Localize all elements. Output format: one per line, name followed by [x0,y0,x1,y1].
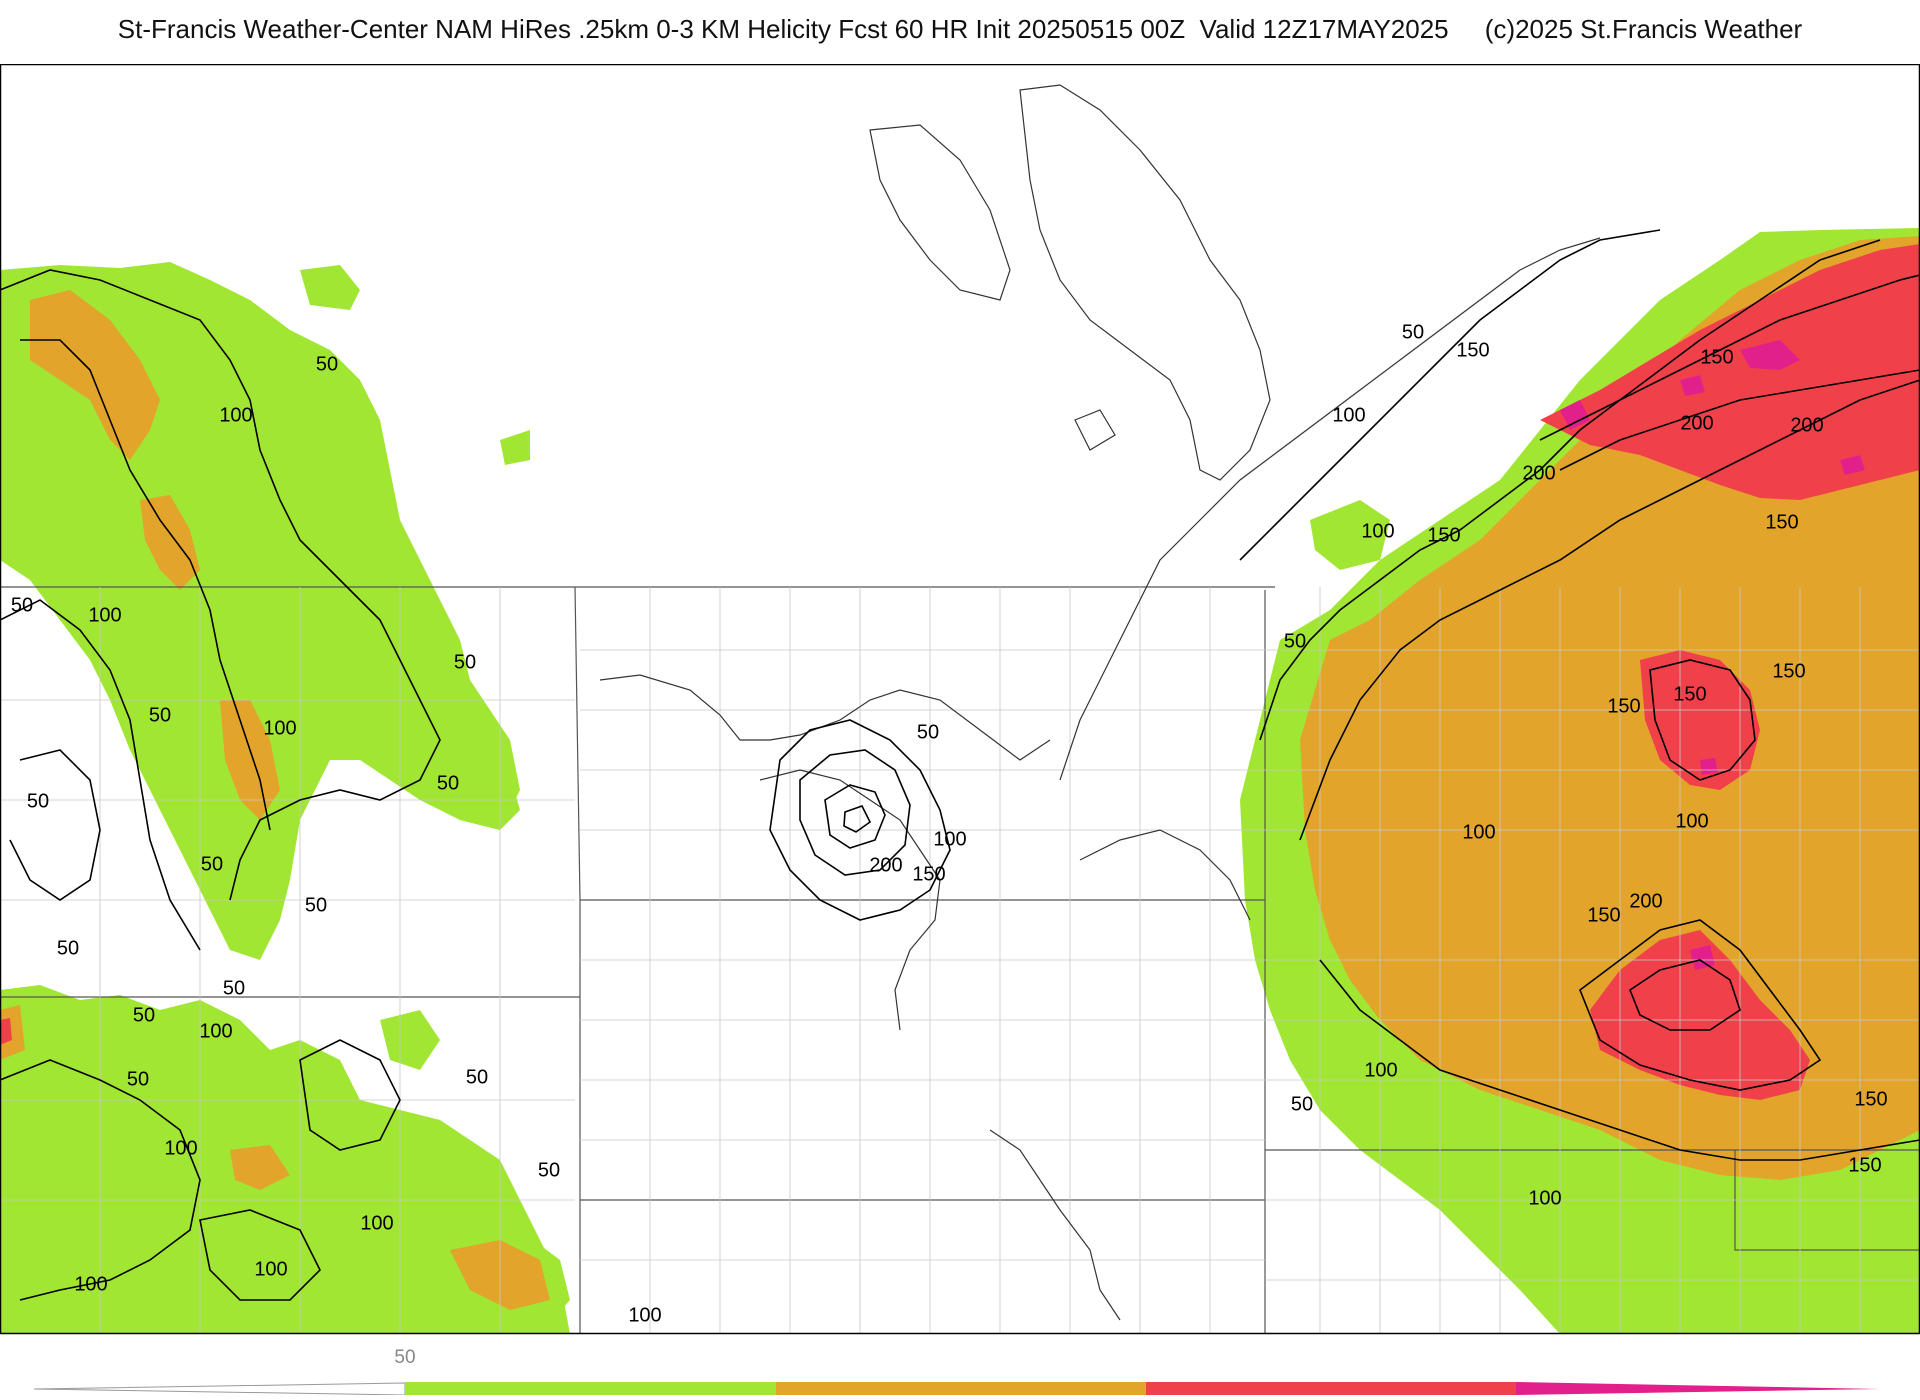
contour-label: 50 [11,594,33,616]
contour-label: 50 [305,894,327,916]
contour-label: 100 [88,604,121,626]
contour-label: 100 [628,1304,661,1326]
legend-label-50: 50 [394,1347,415,1368]
contour-label: 150 [1427,524,1460,546]
legend-bin-100-150 [776,1382,1146,1395]
contour-label: 150 [1700,346,1733,368]
contour-label: 150 [1765,511,1798,533]
contour-label: 150 [1772,660,1805,682]
color-legend: 50 [33,1347,1880,1395]
contour-label: 50 [201,853,223,875]
contour-label: 150 [1848,1154,1881,1176]
contour-label: 50 [917,721,939,743]
contour-label: 100 [360,1212,393,1234]
contour-labels: 50 100 50 100 50 50 100 50 50 50 50 50 5… [11,321,1888,1326]
contour-label: 50 [133,1004,155,1026]
contour-label: 50 [27,790,49,812]
contour-label: 100 [1528,1187,1561,1209]
contour-label: 150 [1673,683,1706,705]
contour-label: 150 [1607,695,1640,717]
contour-label: 100 [199,1020,232,1042]
contour-label: 50 [466,1066,488,1088]
contour-label: 50 [223,977,245,999]
contour-label: 50 [57,937,79,959]
legend-bin-200-plus [1516,1382,1880,1395]
contour-label: 100 [1462,821,1495,843]
helicity-contours [0,229,1920,1301]
contour-label: 100 [1361,520,1394,542]
contour-label: 100 [219,404,252,426]
legend-bin-50-100 [405,1382,776,1395]
contour-label: 100 [933,828,966,850]
contour-label: 100 [1675,810,1708,832]
helicity-map: 50 100 50 100 50 50 100 50 50 50 50 50 5… [0,64,1920,1335]
contour-label: 200 [1790,414,1823,436]
county-grid [0,587,1920,1334]
contour-label: 100 [74,1273,107,1295]
contour-label: 200 [1522,462,1555,484]
contour-label: 200 [1629,890,1662,912]
contour-label: 50 [1284,630,1306,652]
east-helicity-200-shading [1560,340,1865,970]
contour-label: 200 [1680,412,1713,434]
legend-low-triangle [33,1382,406,1395]
contour-label: 100 [254,1258,287,1280]
contour-label: 100 [164,1137,197,1159]
contour-label: 50 [454,651,476,673]
contour-label: 50 [1402,321,1424,343]
contour-label: 200 [869,854,902,876]
contour-label: 150 [1587,904,1620,926]
contour-label: 150 [912,863,945,885]
contour-label: 100 [1364,1059,1397,1081]
state-borders [0,586,1920,1334]
contour-label: 150 [1456,339,1489,361]
legend-bin-150-200 [1146,1382,1516,1395]
contour-label: 50 [437,772,459,794]
contour-label: 50 [127,1068,149,1090]
contour-label: 50 [538,1159,560,1181]
contour-label: 100 [263,717,296,739]
map-title: St-Francis Weather-Center NAM HiRes .25k… [117,14,1803,44]
contour-label: 50 [316,353,338,375]
contour-label: 150 [1854,1088,1887,1110]
copyright-notice: (c)2025 St.Francis Weather [1484,14,1803,44]
contour-label: 100 [1332,404,1365,426]
contour-label: 50 [149,704,171,726]
contour-label: 50 [1291,1093,1313,1115]
west-helicity-100-shading [0,290,550,1310]
east-helicity-150-shading [1540,244,1920,1100]
